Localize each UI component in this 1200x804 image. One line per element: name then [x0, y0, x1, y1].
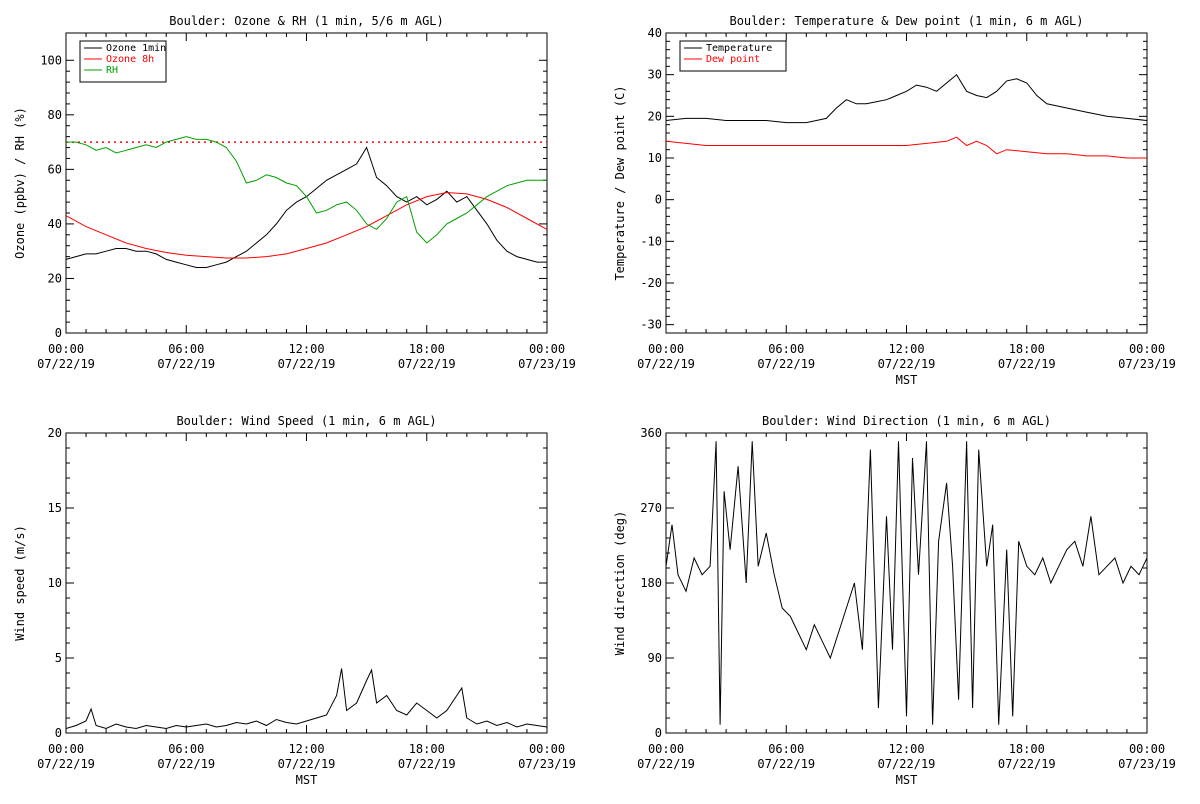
x-tick-label-date: 07/22/19: [398, 357, 456, 371]
x-tick-label-time: 18:00: [409, 342, 445, 356]
x-tick-label-date: 07/23/19: [518, 757, 576, 771]
y-tick-label: 0: [55, 726, 62, 740]
y-tick-label: 100: [40, 53, 62, 67]
y-tick-label: 80: [48, 108, 62, 122]
plot-frame: [65, 432, 548, 734]
y-tick-label: 270: [640, 501, 662, 515]
x-tick-label-time: 18:00: [1009, 742, 1045, 756]
chart-title: Boulder: Ozone & RH (1 min, 5/6 m AGL): [169, 14, 444, 28]
y-tick-label: 0: [55, 326, 62, 340]
series-line-2: [666, 136, 1147, 159]
y-tick-label: 5: [55, 651, 62, 665]
x-tick-label-date: 07/22/19: [37, 357, 95, 371]
legend-box: [679, 40, 787, 72]
x-tick-label-time: 12:00: [888, 342, 924, 356]
y-tick-label: 180: [640, 576, 662, 590]
x-tick-label-date: 07/22/19: [757, 357, 815, 371]
y-tick-label: 10: [648, 151, 662, 165]
y-tick-label: 20: [648, 109, 662, 123]
series-line-1: [66, 146, 547, 268]
legend-entry: RH: [106, 65, 118, 76]
x-tick-label-date: 07/22/19: [157, 357, 215, 371]
legend-entry: Ozone 1min: [106, 43, 166, 54]
y-tick-label: 60: [48, 162, 62, 176]
x-tick-label-date: 07/22/19: [998, 757, 1056, 771]
series-line-1: [666, 441, 1147, 725]
x-tick-label-date: 07/22/19: [398, 757, 456, 771]
y-tick-label: 20: [48, 271, 62, 285]
chart-title: Boulder: Temperature & Dew point (1 min,…: [729, 14, 1083, 28]
chart-title: Boulder: Wind Speed (1 min, 6 m AGL): [176, 414, 436, 428]
x-tick-label-date: 07/22/19: [878, 757, 936, 771]
x-tick-label-time: 12:00: [288, 742, 324, 756]
y-tick-label: 20: [48, 426, 62, 440]
x-tick-label-time: 06:00: [768, 742, 804, 756]
x-tick-label-date: 07/22/19: [278, 357, 336, 371]
y-tick-label: -30: [640, 318, 662, 332]
x-axis-label: MST: [896, 373, 918, 387]
x-tick-label-time: 18:00: [409, 742, 445, 756]
y-axis-label: Ozone (ppbv) / RH (%): [13, 107, 27, 259]
x-tick-label-time: 00:00: [529, 742, 565, 756]
series-line-2: [66, 191, 547, 259]
x-tick-label-date: 07/22/19: [878, 357, 936, 371]
y-tick-label: 360: [640, 426, 662, 440]
x-tick-label-time: 18:00: [1009, 342, 1045, 356]
chart-title: Boulder: Wind Direction (1 min, 6 m AGL): [762, 414, 1051, 428]
x-tick-label-date: 07/22/19: [157, 757, 215, 771]
plot-frame: [665, 432, 1148, 734]
x-axis-label: MST: [296, 773, 318, 787]
x-tick-label-time: 06:00: [168, 742, 204, 756]
legend-entry: Dew point: [706, 54, 760, 65]
y-tick-label: 0: [655, 726, 662, 740]
chart-panel-4: Boulder: Wind Direction (1 min, 6 m AGL)…: [613, 414, 1176, 787]
legend-entry: Temperature: [706, 43, 772, 54]
chart-panel-3: Boulder: Wind Speed (1 min, 6 m AGL) 0 5 10…: [13, 414, 576, 787]
x-axis-label: MST: [896, 773, 918, 787]
x-tick-label-time: 00:00: [1129, 342, 1165, 356]
x-tick-label-date: 07/23/19: [518, 357, 576, 371]
y-axis-label: Wind speed (m/s): [13, 525, 27, 641]
chart-panel-1: Boulder: Ozone & RH (1 min, 5/6 m AGL) 0 2…: [13, 14, 576, 371]
x-tick-label-time: 00:00: [648, 742, 684, 756]
x-tick-label-date: 07/22/19: [37, 757, 95, 771]
y-tick-label: 40: [48, 217, 62, 231]
x-tick-label-time: 00:00: [529, 342, 565, 356]
x-tick-label-time: 06:00: [168, 342, 204, 356]
y-tick-label: -10: [640, 234, 662, 248]
x-tick-label-date: 07/22/19: [757, 757, 815, 771]
x-tick-label-time: 00:00: [1129, 742, 1165, 756]
y-tick-label: 0: [655, 193, 662, 207]
x-tick-label-time: 06:00: [768, 342, 804, 356]
x-tick-label-date: 07/22/19: [278, 757, 336, 771]
y-tick-label: 40: [648, 26, 662, 40]
series-line-1: [66, 668, 547, 730]
x-tick-label-time: 00:00: [648, 342, 684, 356]
x-tick-label-date: 07/23/19: [1118, 357, 1176, 371]
plot-frame: [665, 32, 1148, 334]
series-line-1: [666, 73, 1147, 124]
y-axis-label: Wind direction (deg): [613, 511, 627, 656]
x-tick-label-time: 12:00: [888, 742, 924, 756]
x-tick-label-date: 07/23/19: [1118, 757, 1176, 771]
y-tick-label: 90: [648, 651, 662, 665]
chart-panel-2: Boulder: Temperature & Dew point (1 min,…: [613, 14, 1176, 387]
x-tick-label-date: 07/22/19: [998, 357, 1056, 371]
y-tick-label: 10: [48, 576, 62, 590]
x-tick-label-time: 00:00: [48, 742, 84, 756]
y-tick-label: 15: [48, 501, 62, 515]
legend-entry: Ozone 8h: [106, 54, 154, 65]
y-tick-label: -20: [640, 276, 662, 290]
series-line-3: [66, 136, 547, 244]
y-axis-label: Temperature / Dew point (C): [613, 85, 627, 280]
x-tick-label-time: 00:00: [48, 342, 84, 356]
y-tick-label: 30: [648, 68, 662, 82]
x-tick-label-date: 07/22/19: [637, 357, 695, 371]
x-tick-label-time: 12:00: [288, 342, 324, 356]
x-tick-label-date: 07/22/19: [637, 757, 695, 771]
